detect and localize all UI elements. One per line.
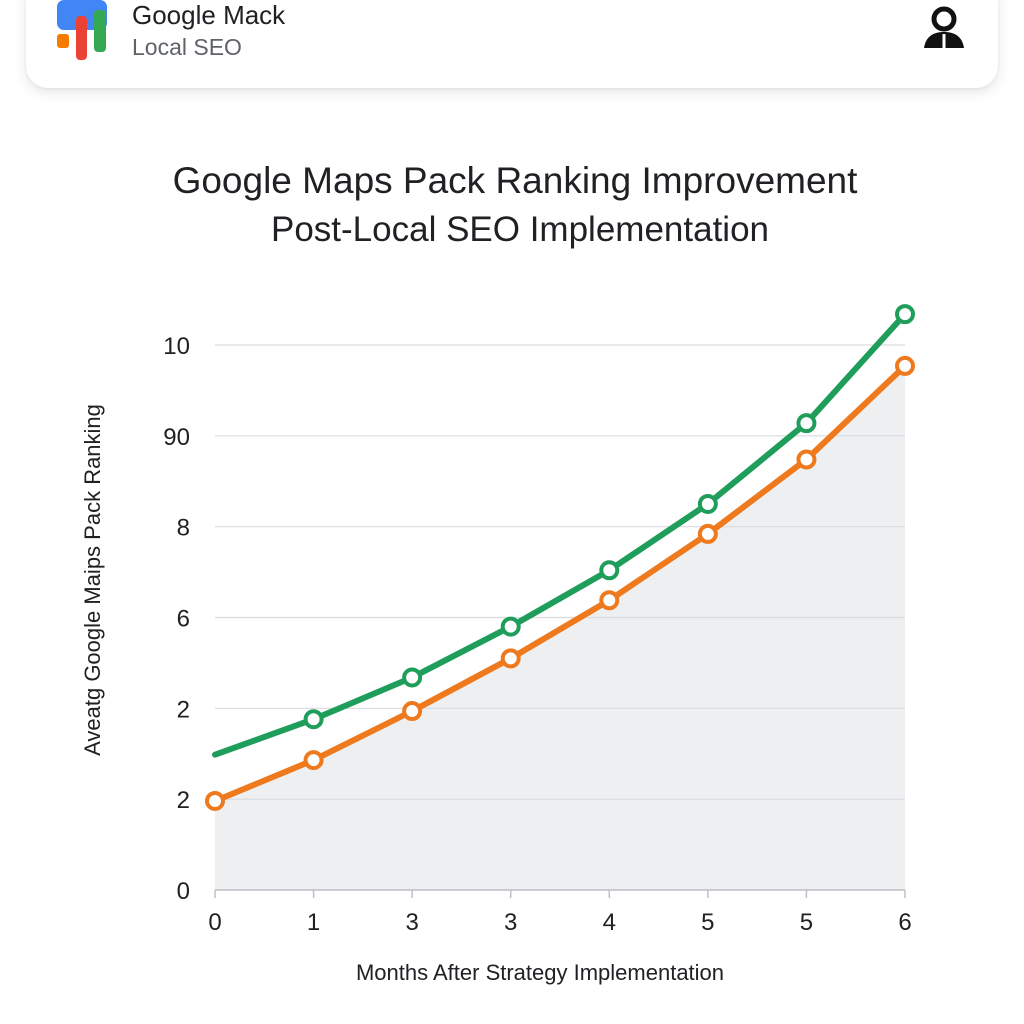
- series-2-point: [895, 355, 915, 376]
- series-line-1: [212, 311, 908, 758]
- brand-subtitle: Local SEO: [132, 34, 242, 60]
- y-tick-label: 2: [177, 696, 190, 723]
- series-1-point: [500, 616, 521, 637]
- series-1-point: [697, 493, 718, 514]
- chart-title: Google Maps Pack Ranking Improvement: [172, 160, 858, 201]
- x-tick-label: 1: [307, 909, 320, 936]
- user-profile-icon: [924, 6, 964, 48]
- series-1-point: [402, 667, 423, 688]
- profile-button[interactable]: [916, 0, 972, 56]
- y-tick-label: 10: [163, 333, 190, 360]
- series-2-point: [500, 648, 521, 669]
- x-tick-label: 4: [603, 909, 616, 936]
- series-1-point: [895, 304, 915, 325]
- x-tick-label: 5: [800, 909, 813, 936]
- series-2-point: [697, 523, 718, 544]
- y-axis-label: Aveatg Google Maips Pack Ranking: [80, 404, 105, 756]
- series-2-point: [796, 449, 817, 470]
- x-tick-label: 5: [701, 909, 714, 936]
- series-2-point: [402, 701, 423, 722]
- y-tick-label: 6: [177, 606, 190, 633]
- y-tick-label: 90: [163, 424, 190, 451]
- brand-name: Google Mack: [132, 0, 286, 30]
- app-header: Google Mack Local SEO: [26, 0, 998, 88]
- series-line-2: [212, 362, 908, 804]
- x-tick-label: 3: [504, 909, 517, 936]
- series-1-point: [599, 560, 620, 581]
- series-1-point: [303, 709, 324, 730]
- x-tick-label: 3: [405, 909, 418, 936]
- y-tick-label: 8: [177, 515, 190, 542]
- area-fill: [215, 365, 905, 890]
- chart-subtitle: Post-Local SEO Implementation: [270, 210, 769, 249]
- series-2-point: [599, 590, 620, 611]
- series-2-point: [303, 750, 324, 771]
- x-axis-label: Months After Strategy Implementation: [356, 960, 724, 985]
- app-logo-icon: [57, 0, 107, 60]
- series-1-point: [796, 413, 817, 434]
- y-tick-label: 2: [177, 787, 190, 814]
- x-tick-label: 0: [208, 909, 221, 936]
- y-tick-label: 0: [177, 878, 190, 905]
- series-2-point: [205, 790, 225, 811]
- x-tick-label: 6: [898, 909, 911, 936]
